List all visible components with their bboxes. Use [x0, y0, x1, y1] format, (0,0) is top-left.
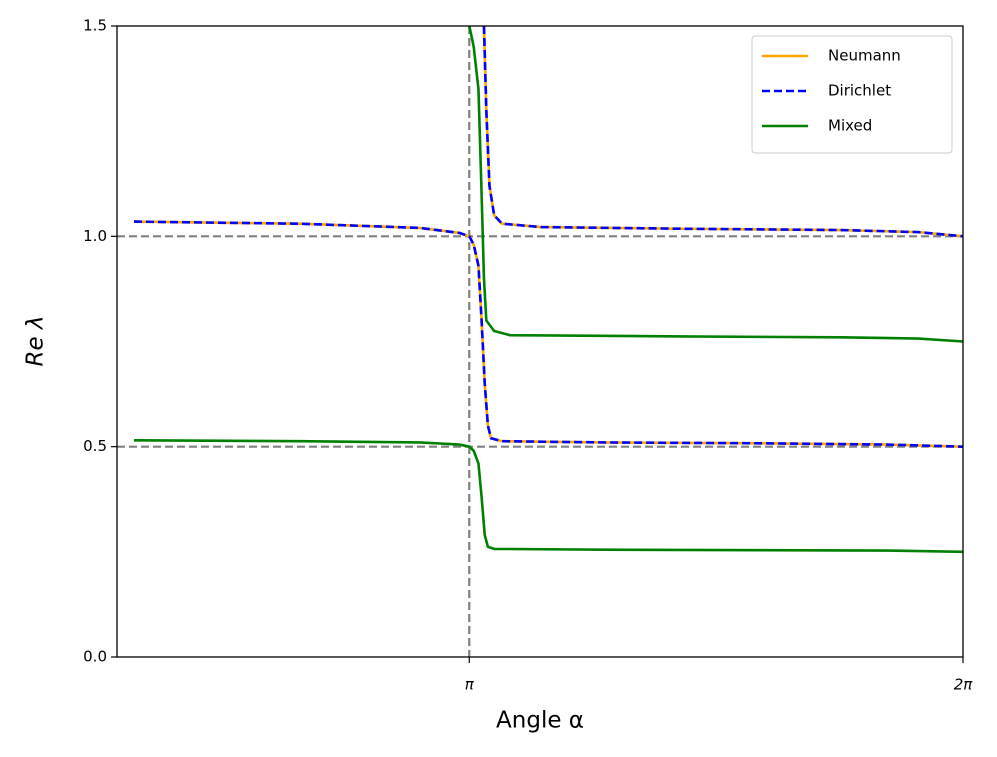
y-tick-label: 0.0: [83, 648, 107, 666]
legend-label: Neumann: [828, 47, 901, 65]
legend-label: Mixed: [828, 117, 872, 135]
y-tick-label: 1.5: [83, 17, 107, 35]
legend-label: Dirichlet: [828, 82, 891, 100]
y-axis-label: Re λ: [23, 315, 49, 366]
x-tick-label: 2π: [954, 676, 974, 694]
legend-box: [751, 35, 953, 154]
series-line: [133, 26, 963, 448]
y-tick-label: 1.0: [83, 227, 107, 245]
plot-frame: [116, 25, 964, 658]
y-tick-label: 0.5: [83, 437, 107, 455]
series-line: [133, 26, 963, 554]
plot-area: [117, 26, 963, 657]
x-tick-label: π: [465, 676, 475, 694]
x-axis-label: Angle α: [496, 708, 584, 734]
